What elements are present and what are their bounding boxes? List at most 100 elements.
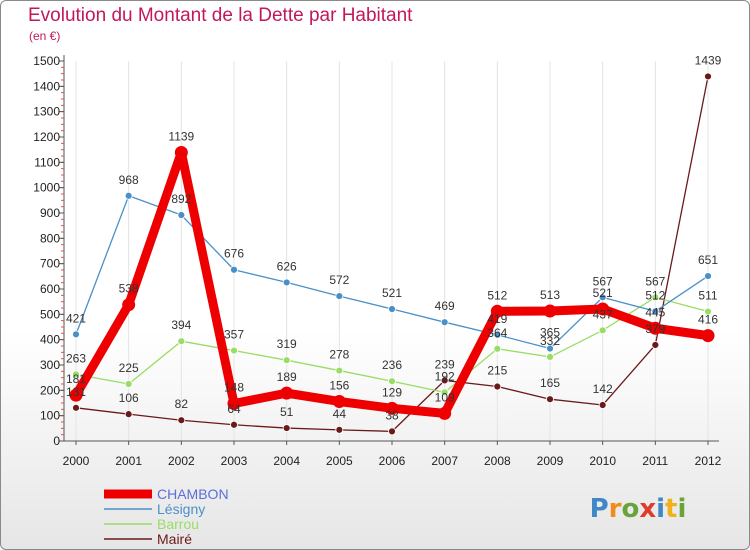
x-tick-label: 2001 xyxy=(115,454,142,468)
data-point xyxy=(493,344,502,353)
data-point xyxy=(440,376,449,385)
data-point xyxy=(704,272,712,280)
chart-title: Evolution du Montant de la Dette par Hab… xyxy=(28,5,413,26)
data-point xyxy=(230,420,238,429)
data-label: 38 xyxy=(385,408,399,422)
data-label: 82 xyxy=(175,397,189,411)
data-point xyxy=(124,191,133,200)
x-tick-label: 2012 xyxy=(695,454,722,468)
data-label: 379 xyxy=(645,322,665,336)
data-label: 567 xyxy=(593,274,613,288)
data-label: 364 xyxy=(487,326,507,340)
y-tick-label: 800 xyxy=(40,231,60,245)
data-point xyxy=(546,352,554,361)
logo-letter: o xyxy=(621,494,639,524)
logo-letter: r xyxy=(609,494,622,524)
data-label: 64 xyxy=(227,402,241,416)
data-point xyxy=(69,388,83,402)
data-label: 51 xyxy=(280,405,294,419)
y-tick-label: 1400 xyxy=(33,79,60,93)
data-label: 365 xyxy=(540,326,560,340)
data-label: 181 xyxy=(66,372,86,386)
data-label: 148 xyxy=(224,381,244,395)
data-label: 192 xyxy=(435,369,455,383)
data-point xyxy=(704,72,712,81)
data-label: 236 xyxy=(382,358,402,372)
data-point xyxy=(701,329,715,343)
data-label: 968 xyxy=(119,173,139,187)
data-label: 469 xyxy=(435,299,455,313)
x-tick-label: 2003 xyxy=(221,454,248,468)
y-tick-label: 400 xyxy=(40,333,60,347)
y-tick-label: 600 xyxy=(40,282,60,296)
data-label: 419 xyxy=(487,312,507,326)
data-label: 278 xyxy=(329,348,349,362)
data-point xyxy=(598,326,607,335)
chart-subtitle: (en €) xyxy=(29,29,61,43)
y-tick-label: 700 xyxy=(40,257,60,271)
data-label: 626 xyxy=(277,259,297,273)
data-label: 131 xyxy=(66,385,86,399)
data-label: 109 xyxy=(435,390,455,404)
data-point xyxy=(335,425,344,434)
data-point xyxy=(388,305,396,313)
data-point xyxy=(227,397,241,411)
data-point xyxy=(648,321,662,335)
data-point xyxy=(177,211,186,219)
data-point xyxy=(72,330,80,339)
data-label: 332 xyxy=(540,334,560,348)
x-tick-label: 2005 xyxy=(326,454,353,468)
x-tick-label: 2011 xyxy=(642,454,668,468)
logo-letter: x xyxy=(639,494,656,524)
data-label: 416 xyxy=(698,313,718,327)
y-tick-label: 1000 xyxy=(33,181,60,195)
data-point xyxy=(72,403,80,412)
data-label: 892 xyxy=(171,192,191,206)
y-tick-label: 1200 xyxy=(33,130,60,144)
y-tick-label: 100 xyxy=(40,409,60,423)
x-tick-label: 2004 xyxy=(273,454,300,468)
data-label: 512 xyxy=(487,288,507,302)
logo-letter: i xyxy=(656,494,665,524)
data-label: 239 xyxy=(435,357,455,371)
data-point xyxy=(704,307,712,316)
legend-label: CHAMBON xyxy=(157,486,229,502)
data-point xyxy=(596,302,610,316)
x-tick-label: 2002 xyxy=(168,454,195,468)
data-label: 437 xyxy=(593,307,613,321)
data-point xyxy=(335,366,344,375)
logo-letter: t xyxy=(665,494,677,524)
logo-letter: P xyxy=(590,494,609,524)
y-tick-label: 200 xyxy=(40,383,60,397)
y-tick-label: 1300 xyxy=(33,105,60,119)
data-point xyxy=(385,401,399,415)
data-point xyxy=(282,424,291,432)
data-label: 512 xyxy=(645,288,665,302)
data-point xyxy=(230,346,238,355)
data-label: 538 xyxy=(119,282,139,296)
y-tick-label: 500 xyxy=(40,307,60,321)
data-point xyxy=(493,330,502,339)
data-point xyxy=(282,278,291,287)
y-tick-label: 900 xyxy=(40,206,60,220)
data-point xyxy=(493,382,502,391)
data-point xyxy=(388,377,396,386)
data-point xyxy=(72,370,80,379)
data-label: 319 xyxy=(277,337,297,351)
data-point xyxy=(174,145,188,159)
logo: Proxiti xyxy=(590,494,687,524)
data-label: 651 xyxy=(698,253,718,267)
x-tick-label: 2000 xyxy=(63,454,90,468)
legend-label: Lésigny xyxy=(157,501,205,517)
data-label: 225 xyxy=(119,361,139,375)
data-label: 511 xyxy=(698,289,717,303)
data-point xyxy=(122,298,136,312)
data-label: 44 xyxy=(333,407,347,421)
data-label: 445 xyxy=(645,305,665,319)
data-point xyxy=(280,386,294,400)
data-point xyxy=(546,395,554,404)
data-label: 106 xyxy=(119,391,139,405)
data-point xyxy=(177,416,186,425)
data-label: 129 xyxy=(382,385,402,399)
